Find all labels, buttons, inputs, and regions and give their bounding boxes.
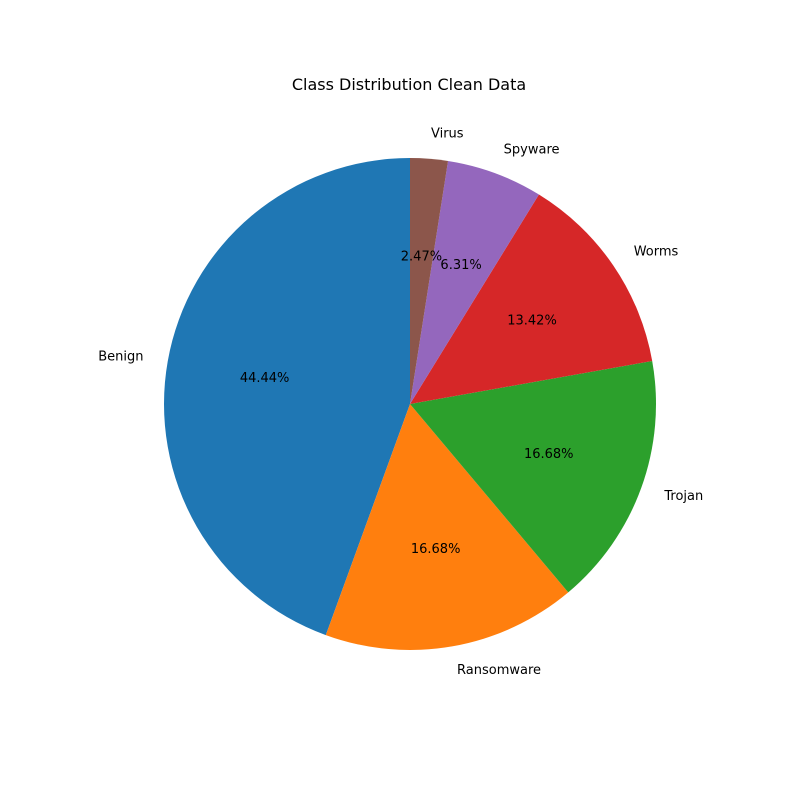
pie-slices bbox=[164, 158, 656, 650]
pie-slice-benign bbox=[164, 158, 410, 636]
pie-slice-worms bbox=[410, 194, 653, 404]
slice-percent-spyware: 6.31% bbox=[440, 258, 481, 273]
slice-label-ransomware: Ransomware bbox=[457, 663, 541, 678]
pie-slice-spyware bbox=[410, 160, 539, 404]
slice-label-worms: Worms bbox=[634, 244, 679, 259]
slice-percent-benign: 44.44% bbox=[240, 371, 290, 386]
slice-percent-ransomware: 16.68% bbox=[411, 542, 461, 557]
chart-title: Class Distribution Clean Data bbox=[292, 75, 526, 94]
pie-slice-virus bbox=[410, 158, 449, 404]
pie-slice-trojan bbox=[410, 360, 656, 593]
slice-label-virus: Virus bbox=[431, 127, 464, 142]
slice-label-trojan: Trojan bbox=[663, 489, 703, 504]
slice-percent-virus: 2.47% bbox=[401, 249, 442, 264]
pie-labels: Benign 44.44% Ransomware 16.68% Trojan 16.68%… bbox=[98, 127, 703, 678]
slice-label-benign: Benign bbox=[98, 349, 143, 364]
slice-percent-worms: 13.42% bbox=[507, 313, 557, 328]
slice-percent-trojan: 16.68% bbox=[524, 447, 574, 462]
slice-label-spyware: Spyware bbox=[504, 143, 560, 158]
pie-slice-ransomware bbox=[325, 404, 569, 650]
